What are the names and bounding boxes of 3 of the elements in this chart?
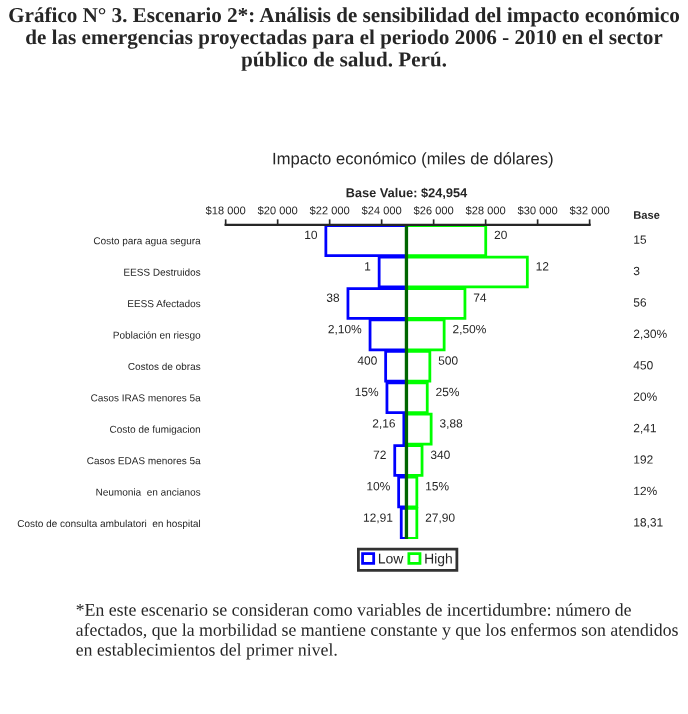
text: *En este escenario se consideran como variables de incertidumbre: número de afectados, que la morbilidad se mantiene constante y que los enfermos son atendidos en establecimientos del primer nivel. [76,603,678,660]
chart-subtitle: Impacto económico (miles de dólares) [273,152,553,168]
chart-title: Gráfico N° 3. Escenario 2*: Análisis de sensibilidad del impacto económico de las emergencias proyectadas para el periodo 2006 - 2010 en el sector público de salud. Perú. [9,7,680,71]
